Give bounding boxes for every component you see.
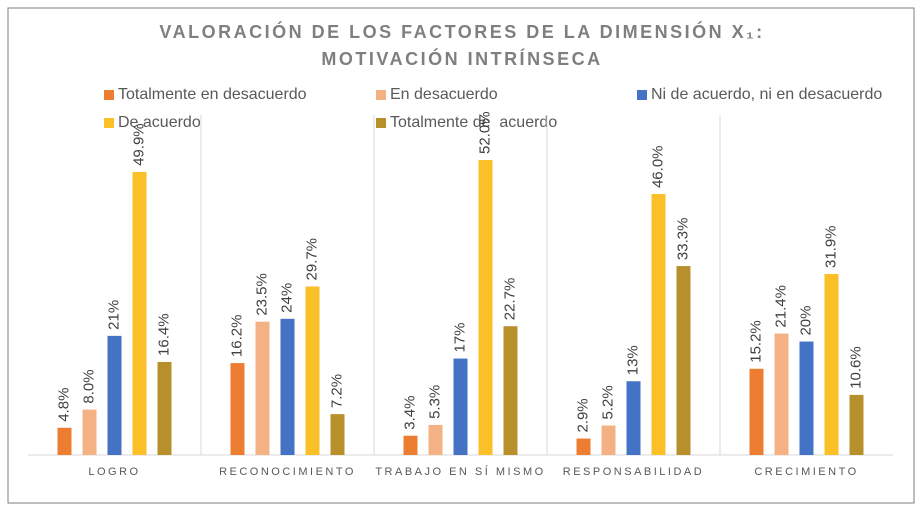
legend-label: Ni de acuerdo, ni en desacuerdo: [651, 86, 882, 103]
bar: [132, 171, 147, 456]
data-label: 22.7%: [501, 278, 518, 321]
x-tick-label: RESPONSABILIDAD: [563, 466, 704, 478]
x-tick-label: RECONOCIMIENTO: [219, 466, 356, 478]
data-label: 5.3%: [426, 385, 443, 419]
data-label: 17%: [451, 323, 468, 353]
bar: [601, 425, 616, 455]
bar: [478, 160, 493, 455]
bar: [157, 361, 172, 455]
data-label: 3.4%: [401, 396, 418, 430]
data-label: 7.2%: [328, 374, 345, 408]
bar: [230, 363, 245, 455]
legend-swatch: [376, 90, 386, 100]
data-label: 4.8%: [55, 388, 72, 422]
data-label: 16.4%: [155, 313, 172, 356]
legend-swatch: [637, 90, 647, 100]
legend-swatch: [376, 118, 386, 128]
data-label: 13%: [624, 345, 641, 375]
data-label: 5.2%: [599, 385, 616, 419]
data-label: 21%: [105, 300, 122, 330]
bar: [107, 335, 122, 455]
bar: [503, 326, 518, 455]
legend-label: En desacuerdo: [390, 86, 498, 103]
data-label: 46.0%: [649, 145, 666, 188]
data-label: 52.0%: [476, 111, 493, 154]
data-label: 16.2%: [228, 315, 245, 358]
bar: [676, 266, 691, 455]
data-label: 23.5%: [253, 273, 270, 316]
bar: [749, 368, 764, 455]
bar: [849, 394, 864, 455]
bar: [330, 414, 345, 455]
data-label: 33.3%: [674, 218, 691, 261]
legend-label: De acuerdo: [118, 114, 201, 131]
bar: [626, 381, 641, 455]
x-tick-label: CRECIMIENTO: [754, 466, 858, 478]
legend-label: Totalmente de acuerdo: [390, 114, 557, 131]
data-label: 29.7%: [303, 238, 320, 281]
bar: [774, 333, 789, 455]
data-label: 24%: [278, 283, 295, 313]
chart-title: MOTIVACIÓN INTRÍNSECA: [321, 48, 602, 69]
bar: [255, 321, 270, 455]
bar: [82, 409, 97, 455]
legend-label: Totalmente en desacuerdo: [118, 86, 307, 103]
bar: [576, 438, 591, 455]
bar: [799, 341, 814, 455]
data-label: 49.9%: [130, 123, 147, 166]
bar: [280, 318, 295, 455]
bar: [428, 424, 443, 455]
bar: [403, 435, 418, 455]
data-label: 10.6%: [847, 346, 864, 389]
data-label: 8.0%: [80, 369, 97, 403]
data-label: 21.4%: [772, 285, 789, 328]
bar: [651, 194, 666, 456]
bar: [57, 427, 72, 455]
bar: [453, 358, 468, 455]
bar: [305, 286, 320, 455]
legend-swatch: [104, 90, 114, 100]
chart-title: VALORACIÓN DE LOS FACTORES DE LA DIMENSI…: [159, 21, 764, 42]
bar: [824, 274, 839, 455]
data-label: 15.2%: [747, 320, 764, 363]
data-label: 31.9%: [822, 225, 839, 268]
data-label: 20%: [797, 306, 814, 336]
legend-swatch: [104, 118, 114, 128]
x-tick-label: TRABAJO EN SÍ MISMO: [375, 465, 545, 478]
data-label: 2.9%: [574, 398, 591, 432]
x-tick-label: LOGRO: [88, 466, 140, 478]
